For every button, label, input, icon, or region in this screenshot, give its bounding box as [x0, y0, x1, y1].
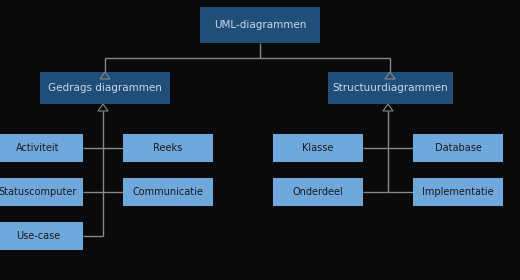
Text: Reeks: Reeks — [153, 143, 183, 153]
Text: Activiteit: Activiteit — [16, 143, 60, 153]
FancyBboxPatch shape — [0, 134, 83, 162]
FancyBboxPatch shape — [328, 72, 452, 104]
FancyBboxPatch shape — [273, 134, 363, 162]
Text: Klasse: Klasse — [302, 143, 334, 153]
Text: Statuscomputer: Statuscomputer — [0, 187, 77, 197]
Text: Onderdeel: Onderdeel — [293, 187, 343, 197]
FancyBboxPatch shape — [40, 72, 170, 104]
Text: Communicatie: Communicatie — [133, 187, 203, 197]
Text: UML-diagrammen: UML-diagrammen — [214, 20, 306, 30]
FancyBboxPatch shape — [123, 178, 213, 206]
Text: Database: Database — [435, 143, 482, 153]
FancyBboxPatch shape — [123, 134, 213, 162]
Text: Structuurdiagrammen: Structuurdiagrammen — [332, 83, 448, 93]
FancyBboxPatch shape — [200, 7, 320, 43]
Text: Gedrags diagrammen: Gedrags diagrammen — [48, 83, 162, 93]
Text: Use-case: Use-case — [16, 231, 60, 241]
FancyBboxPatch shape — [413, 134, 503, 162]
FancyBboxPatch shape — [273, 178, 363, 206]
FancyBboxPatch shape — [413, 178, 503, 206]
FancyBboxPatch shape — [0, 222, 83, 250]
Text: Implementatie: Implementatie — [422, 187, 494, 197]
FancyBboxPatch shape — [0, 178, 83, 206]
